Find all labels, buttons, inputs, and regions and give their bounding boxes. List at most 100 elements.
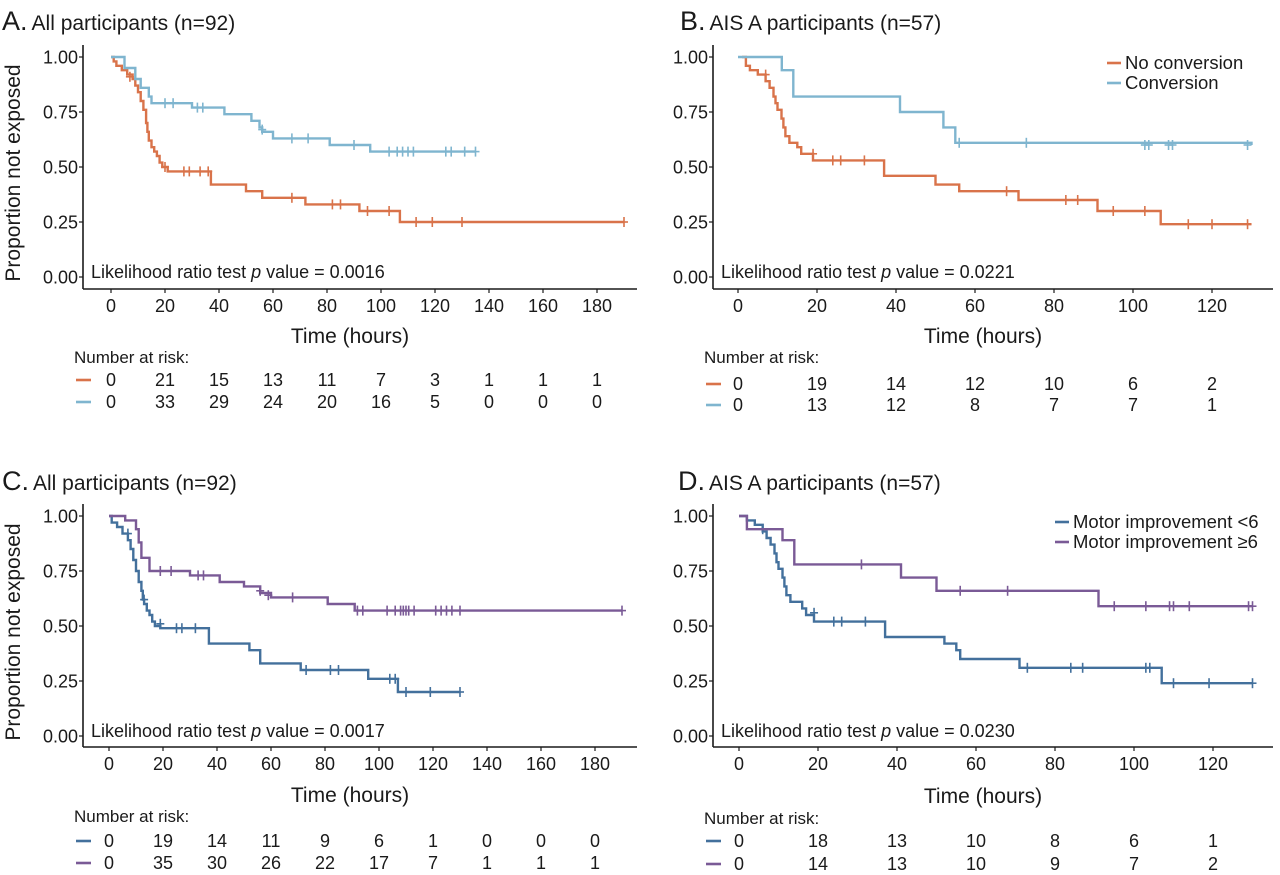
panel-title: B. AIS A participants (n=57) bbox=[680, 6, 941, 36]
risk-value: 0 bbox=[482, 831, 492, 851]
risk-value: 0 bbox=[733, 395, 743, 415]
y-tick-label: 1.00 bbox=[673, 48, 708, 68]
annotation-prefix: Likelihood ratio test bbox=[721, 262, 881, 282]
censor-mark bbox=[456, 605, 464, 616]
legend-label: Motor improvement <6 bbox=[1073, 511, 1259, 532]
censor-mark bbox=[829, 616, 838, 627]
risk-value: 8 bbox=[1050, 831, 1060, 851]
risk-value: 0 bbox=[106, 370, 116, 390]
y-tick-label: 0.00 bbox=[43, 268, 78, 288]
censor-mark bbox=[336, 199, 345, 210]
risk-value: 0 bbox=[536, 831, 546, 851]
censor-mark bbox=[1145, 662, 1154, 673]
annotation-suffix: value = 0.0017 bbox=[261, 721, 385, 741]
risk-value: 1 bbox=[592, 370, 602, 390]
y-tick-label: 0.25 bbox=[673, 672, 708, 692]
risk-value: 6 bbox=[374, 831, 384, 851]
risk-value: 13 bbox=[807, 395, 827, 415]
risk-value: 11 bbox=[318, 370, 337, 390]
panel-letter: C. bbox=[2, 466, 29, 496]
x-tick-label: 20 bbox=[808, 754, 828, 774]
annotation-prefix: Likelihood ratio test bbox=[91, 721, 251, 741]
p-value-annotation: Likelihood ratio test p value = 0.0221 bbox=[721, 262, 1015, 282]
annotation-italic: p bbox=[250, 262, 261, 282]
x-tick-label: 80 bbox=[315, 754, 335, 774]
risk-value: 9 bbox=[1050, 854, 1060, 874]
risk-value: 20 bbox=[317, 392, 337, 412]
censor-mark bbox=[287, 192, 296, 203]
risk-value: 2 bbox=[1208, 854, 1218, 874]
km-curve-motor-improvement-6 bbox=[109, 514, 622, 612]
censor-mark bbox=[177, 623, 186, 634]
x-tick-label: 180 bbox=[580, 754, 610, 774]
y-tick-label: 0.00 bbox=[43, 727, 78, 747]
y-axis-title: Proportion not exposed bbox=[2, 523, 25, 740]
censor-mark bbox=[618, 605, 626, 616]
x-axis-title: Time (hours) bbox=[291, 784, 409, 807]
y-tick-label: 0.50 bbox=[673, 617, 708, 637]
annotation-prefix: Likelihood ratio test bbox=[91, 262, 251, 282]
censor-mark bbox=[1243, 140, 1252, 150]
x-tick-label: 0 bbox=[734, 754, 744, 774]
censor-mark bbox=[304, 133, 313, 144]
x-tick-label: 100 bbox=[366, 296, 396, 316]
risk-value: 0 bbox=[484, 392, 494, 412]
censor-mark bbox=[955, 137, 964, 148]
risk-table-title: Number at risk: bbox=[704, 809, 819, 828]
censor-mark bbox=[1022, 137, 1031, 148]
censor-mark bbox=[857, 559, 866, 570]
censor-mark bbox=[1184, 219, 1193, 230]
censor-mark bbox=[156, 618, 165, 629]
risk-value: 2 bbox=[1207, 374, 1217, 394]
censor-mark bbox=[191, 623, 200, 634]
censor-mark bbox=[402, 687, 410, 697]
risk-value: 26 bbox=[261, 853, 281, 873]
censor-mark bbox=[169, 98, 178, 109]
risk-value: 30 bbox=[207, 853, 227, 873]
x-tick-label: 80 bbox=[1045, 754, 1065, 774]
x-tick-label: 0 bbox=[733, 296, 743, 316]
risk-value: 16 bbox=[371, 392, 391, 412]
risk-value: 7 bbox=[428, 853, 438, 873]
risk-value: 12 bbox=[886, 395, 906, 415]
x-tick-label: 20 bbox=[155, 296, 175, 316]
y-tick-label: 0.75 bbox=[673, 562, 708, 582]
censor-mark bbox=[287, 133, 296, 144]
risk-value: 12 bbox=[965, 374, 985, 394]
censor-mark bbox=[1205, 678, 1214, 689]
risk-value: 1 bbox=[484, 370, 494, 390]
risk-value: 14 bbox=[808, 854, 828, 874]
risk-value: 10 bbox=[966, 854, 986, 874]
risk-value: 3 bbox=[430, 370, 440, 390]
censor-mark bbox=[860, 155, 869, 166]
risk-value: 17 bbox=[369, 853, 389, 873]
x-tick-label: 40 bbox=[209, 296, 229, 316]
risk-value: 15 bbox=[209, 370, 229, 390]
censor-mark bbox=[1061, 195, 1070, 205]
censor-mark bbox=[956, 585, 965, 596]
panel-a: A. All participants (n=92) 0.00 0.25 0.50 0.7… bbox=[2, 6, 637, 412]
y-tick-label: 1.00 bbox=[43, 48, 78, 68]
risk-value: 0 bbox=[104, 831, 114, 851]
annotation-suffix: value = 0.0016 bbox=[261, 262, 385, 282]
x-tick-label: 40 bbox=[887, 754, 907, 774]
censor-mark bbox=[1169, 678, 1178, 689]
censor-mark bbox=[1168, 140, 1177, 150]
censor-mark bbox=[199, 570, 208, 581]
panel-letter: B. bbox=[680, 6, 706, 36]
censor-mark bbox=[1110, 601, 1119, 612]
risk-value: 1 bbox=[538, 370, 548, 390]
censor-mark bbox=[204, 166, 213, 177]
censor-mark bbox=[1144, 140, 1153, 150]
risk-value: 5 bbox=[430, 392, 440, 412]
x-tick-label: 100 bbox=[1119, 754, 1149, 774]
legend-label: Motor improvement ≥6 bbox=[1073, 531, 1258, 552]
censor-mark bbox=[161, 162, 169, 172]
y-tick-label: 0.75 bbox=[43, 103, 78, 123]
censor-mark bbox=[1169, 601, 1178, 612]
risk-value: 0 bbox=[734, 854, 744, 874]
censor-mark bbox=[1208, 219, 1216, 230]
censor-mark bbox=[861, 616, 870, 627]
risk-table-title: Number at risk: bbox=[704, 348, 819, 367]
